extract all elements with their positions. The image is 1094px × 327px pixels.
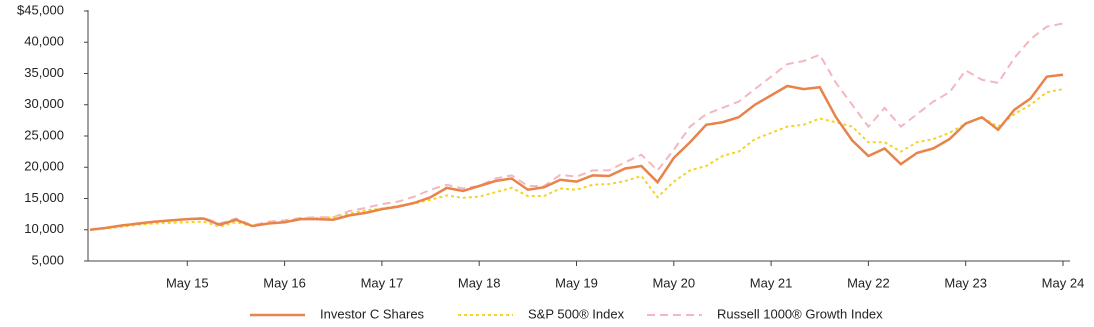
y-tick-label: 35,000 [24,65,64,80]
series-line [89,88,1064,231]
x-tick-label: May 16 [263,275,306,290]
legend-label: Russell 1000® Growth Index [717,306,883,321]
x-tick-label: May 17 [361,275,404,290]
x-tick-label: May 20 [652,275,695,290]
y-tick-label: 25,000 [24,127,64,142]
y-tick-label: 30,000 [24,96,64,111]
y-tick-label: 20,000 [24,159,64,174]
x-tick-label: May 23 [944,275,987,290]
series-line [89,22,1064,231]
x-tick-label: May 22 [847,275,890,290]
y-tick-label: 40,000 [24,34,64,49]
x-tick-label: May 15 [166,275,209,290]
x-tick-label: May 19 [555,275,598,290]
x-tick-label: May 21 [750,275,793,290]
y-tick-label: 15,000 [24,190,64,205]
y-tick-label: 5,000 [31,252,64,267]
legend-label: S&P 500® Index [528,306,625,321]
y-tick-label: 10,000 [24,221,64,236]
x-tick-label: May 24 [1042,275,1085,290]
x-tick-label: May 18 [458,275,501,290]
series-line [89,73,1064,231]
y-tick-label: $45,000 [17,2,64,17]
legend-label: Investor C Shares [320,306,425,321]
